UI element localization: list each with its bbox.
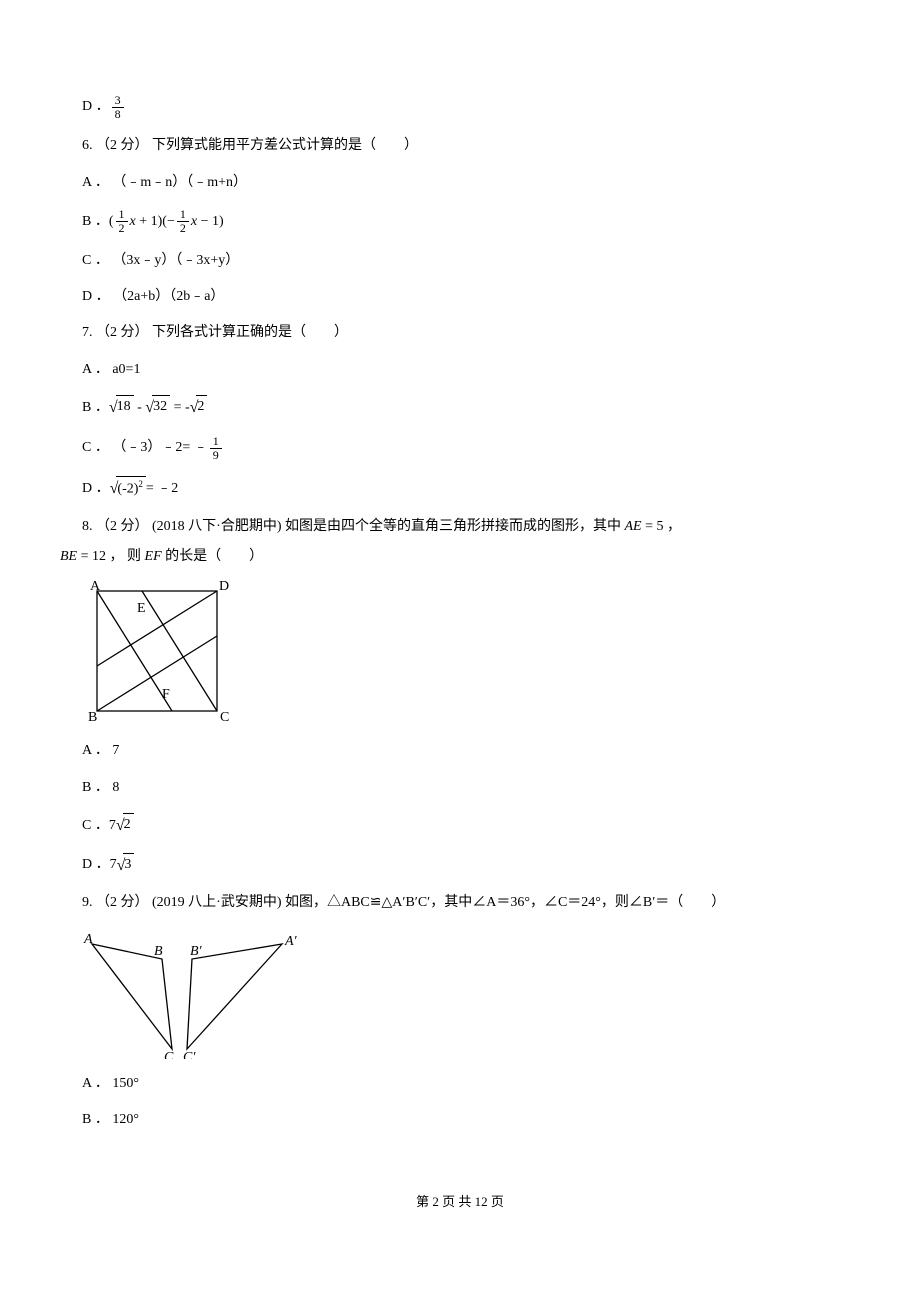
q8-figure: A D B C E F [82,576,860,726]
q9-figure: A B C A′ B′ C′ [82,929,860,1059]
q8-stem: 8. （2 分） (2018 八下·合肥期中) 如图是由四个全等的直角三角形拼接… [60,516,860,538]
q8-option-b: B ． 8 [60,777,860,799]
label-c: C [164,1050,174,1059]
fraction-3-8: 3 8 [112,94,124,121]
q6-option-c: C ． （3x﹣y）（﹣3x+y） [60,250,860,272]
sqrt-3: 3 [117,853,135,879]
page-footer: 第 2 页 共 12 页 [60,1192,860,1213]
option-label: B ． [82,397,109,419]
label-b: B [88,710,97,725]
q6-option-b: B ． (12x + 1)(−12x − 1) [60,208,860,235]
q9-stem: 9. （2 分） (2019 八上·武安期中) 如图，△ABC≌△A′B′C′，… [60,892,860,914]
q7-option-b: B ． 18 ­- 32 = ­-2 [60,395,860,421]
option-label: C ． （﹣3）﹣2= ﹣ [82,437,208,459]
label-c: C [220,710,229,725]
label-e: E [137,601,146,616]
expr-b: 18 ­- 32 = ­-2 [109,395,208,421]
q6-option-a: A ． （﹣m﹣n）（﹣m+n） [60,172,860,194]
label-d: D [219,579,229,594]
q8-stem-cont: BE = 12 ， 则 EF 的长是（ ） [60,546,860,568]
option-label: C ． [82,815,109,837]
q7-option-a: A ． a0=1 [60,359,860,381]
q5-option-d: D ． 3 8 [60,94,860,121]
q7-option-d: D ． (-2)2 = ﹣2 [60,476,860,502]
q8-option-d: D ． 73 [60,853,860,879]
q6-option-d: D ． （2a+b）（2b﹣a） [60,286,860,308]
fraction-1-9: 19 [210,435,222,462]
label-ap: A′ [284,934,298,949]
q9-option-a: A ． 150° [60,1073,860,1095]
label-bp: B′ [190,944,203,959]
q6-stem: 6. （2 分） 下列算式能用平方差公式计算的是（ ） [60,135,860,157]
label-cp: C′ [183,1050,196,1059]
label-b: B [154,944,163,959]
label-a: A [90,579,101,594]
q8-option-c: C ． 72 [60,813,860,839]
expr-b: (12x + 1)(−12x − 1) [109,208,224,235]
q8-option-a: A ． 7 [60,740,860,762]
sqrt-neg2-sq: (-2)2 [110,476,146,502]
label-a: A [83,932,93,947]
q7-option-c: C ． （﹣3）﹣2= ﹣ 19 [60,435,860,462]
label-f: F [162,687,170,702]
option-label: B ． [82,211,109,233]
sqrt-2: 2 [116,813,134,839]
option-label: D ． [82,854,110,876]
q9-option-b: B ． 120° [60,1109,860,1131]
q7-stem: 7. （2 分） 下列各式计算正确的是（ ） [60,322,860,344]
option-label: D ． [82,478,110,500]
option-label: D ． [82,96,110,118]
